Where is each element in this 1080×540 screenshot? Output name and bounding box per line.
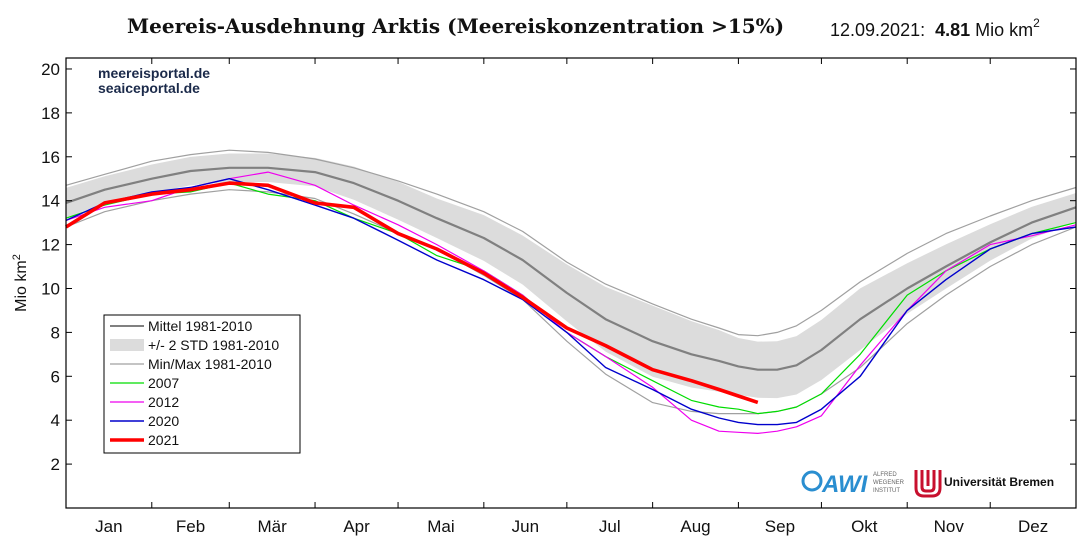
series-line-mean (65, 166, 1077, 371)
series-line-max (65, 149, 1077, 337)
current-date: 12.09.2021: (830, 20, 926, 40)
y-tick-label-8: 8 (51, 323, 60, 342)
awi-logo: AWI ALFRED WEGENER INSTITUT (801, 470, 905, 498)
x-axis: Jan Feb Mär Apr Mai Jun Jul Aug Sep Okt Nov Dez (95, 58, 1048, 536)
y-axis-label-exp: 2 (11, 254, 23, 260)
y-tick-label-6: 6 (51, 367, 60, 386)
legend-label-4: 2012 (148, 394, 179, 410)
x-tick-label-Mai: Mai (427, 517, 454, 536)
x-tick-label-Jan: Jan (95, 517, 122, 536)
series-layer (65, 149, 1077, 434)
legend-label-2: Min/Max 1981-2010 (148, 356, 272, 372)
y-tick-label-20: 20 (41, 60, 60, 79)
current-value: 4.81 (935, 20, 971, 40)
current-unit-exp: 2 (1033, 16, 1040, 30)
x-tick-label-Okt: Okt (851, 517, 878, 536)
y-axis: 2 4 6 8 10 12 14 16 18 20 (41, 60, 1076, 474)
legend-label-0: Mittel 1981-2010 (148, 318, 253, 334)
x-tick-label-Jul: Jul (599, 517, 621, 536)
y-axis-label-text: Mio km (13, 260, 30, 312)
bremen-logo-text: Universität Bremen (944, 475, 1054, 489)
y-tick-label-14: 14 (41, 192, 60, 211)
chart-title: Meereis-Ausdehnung Arktis (Meereiskonzen… (127, 14, 785, 38)
y-tick-label-16: 16 (41, 148, 60, 167)
x-tick-label-Aug: Aug (680, 517, 710, 536)
watermark-line2: seaiceportal.de (98, 80, 200, 96)
std-band-layer (66, 153, 1076, 399)
x-tick-label-Apr: Apr (343, 517, 370, 536)
bremen-logo-mark (914, 470, 942, 498)
legend-label-3: 2007 (148, 375, 179, 391)
legend-label-5: 2020 (148, 413, 179, 429)
x-tick-label-Dez: Dez (1018, 517, 1048, 536)
awi-logo-mark (801, 470, 823, 492)
legend-label-1: +/- 2 STD 1981-2010 (148, 337, 279, 353)
plot-frame (65, 57, 1077, 509)
y-tick-label-18: 18 (41, 104, 60, 123)
current-unit: Mio km (975, 20, 1034, 40)
series-line-y2012 (65, 171, 1077, 434)
legend-label-6: 2021 (148, 432, 179, 448)
y-axis-label: Mio km2 (11, 254, 30, 312)
series-line-y2007 (65, 182, 1077, 415)
legend-box (103, 314, 301, 454)
y-tick-label-2: 2 (51, 455, 60, 474)
y-tick-label-12: 12 (41, 236, 60, 255)
awi-logo-sub-1: ALFRED (873, 472, 897, 478)
x-tick-label-Feb: Feb (176, 517, 205, 536)
x-tick-label-Nov: Nov (934, 517, 965, 536)
y-tick-label-10: 10 (41, 279, 60, 298)
x-tick-label-Jun: Jun (512, 517, 539, 536)
legend-swatch-1 (110, 339, 144, 351)
std-band-area (66, 153, 1076, 399)
series-line-y2021 (65, 181, 759, 405)
watermark-line1: meereisportal.de (98, 65, 210, 81)
bremen-logo: Universität Bremen (914, 470, 1054, 498)
x-tick-label-Sep: Sep (765, 517, 795, 536)
awi-logo-text: AWI (821, 471, 869, 498)
x-tick-label-Mär: Mär (258, 517, 288, 536)
current-extent-readout: 12.09.2021: 4.81 Mio km2 (830, 16, 1040, 41)
awi-logo-sub-2: WEGENER (873, 480, 905, 486)
legend: Mittel 1981-2010 +/- 2 STD 1981-2010 Min/M… (103, 314, 301, 454)
y-tick-label-4: 4 (51, 411, 60, 430)
awi-logo-sub-3: INSTITUT (873, 488, 900, 494)
series-line-min (65, 189, 1077, 415)
